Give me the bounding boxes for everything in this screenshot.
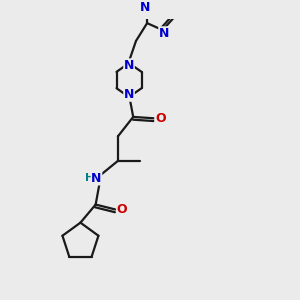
Text: O: O xyxy=(116,203,127,216)
Text: N: N xyxy=(159,27,169,40)
Text: N: N xyxy=(91,172,102,185)
Text: N: N xyxy=(124,59,134,72)
Text: N: N xyxy=(124,88,134,101)
Text: O: O xyxy=(155,112,166,125)
Text: N: N xyxy=(140,1,150,14)
Text: H: H xyxy=(85,173,95,183)
